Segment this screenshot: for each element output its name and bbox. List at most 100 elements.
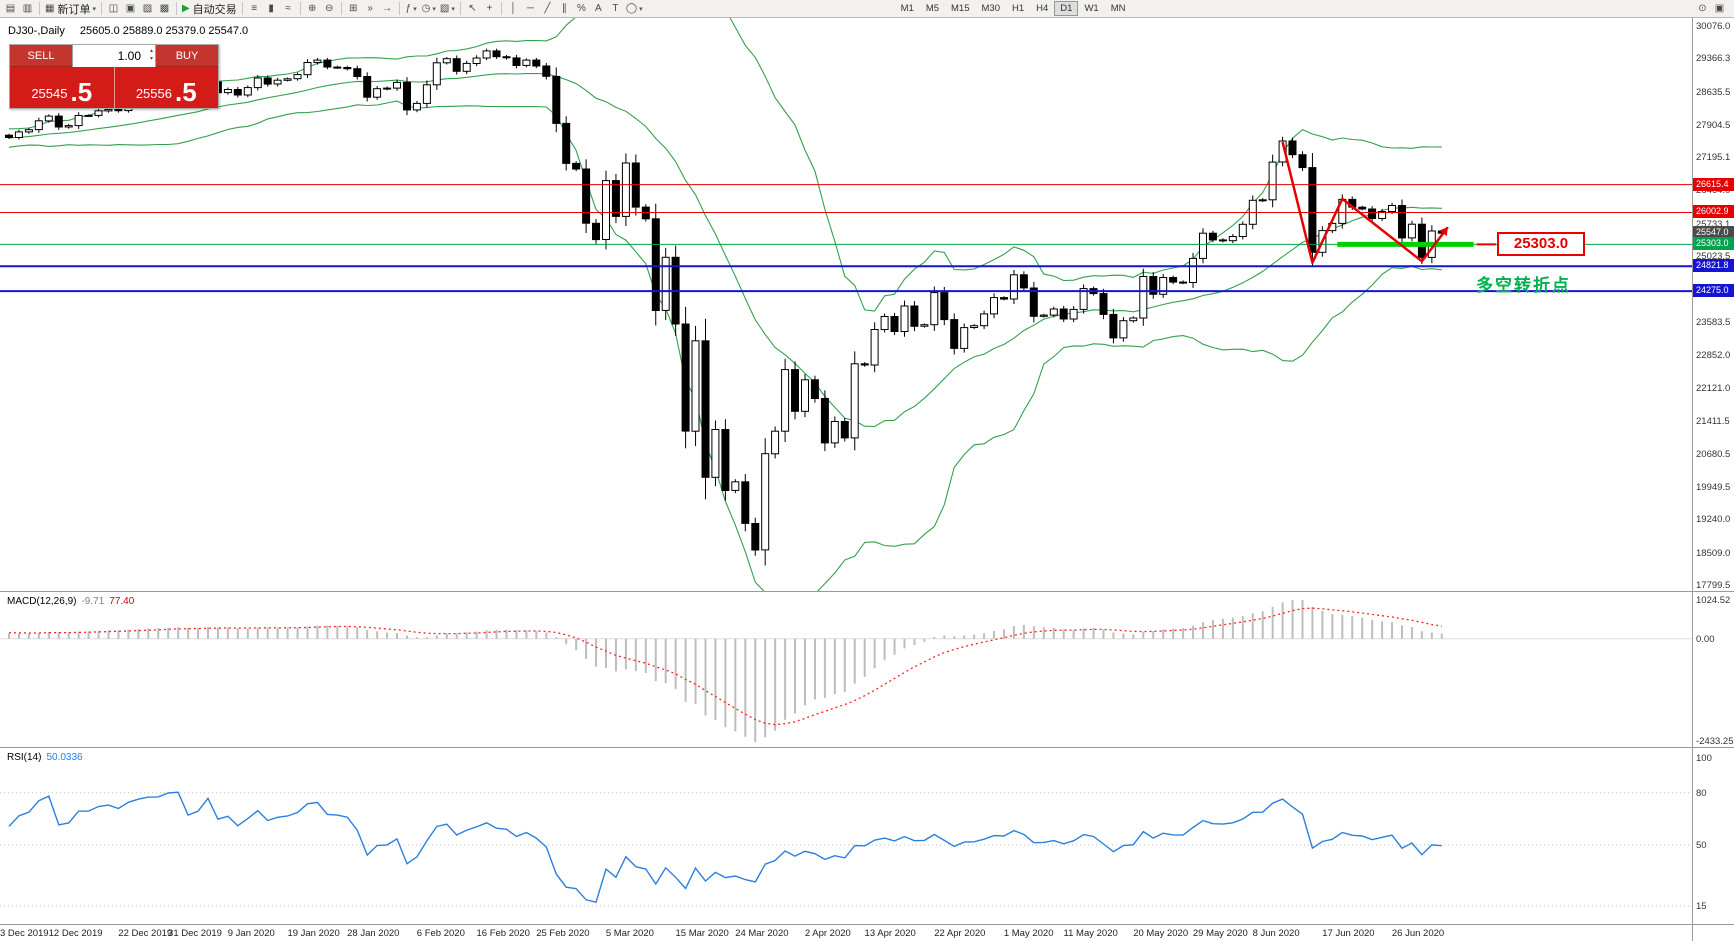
- turning-point-label: 多空转折点: [1476, 276, 1571, 295]
- buy-price-frac: .5: [174, 77, 197, 107]
- rsi-name: RSI(14): [7, 752, 42, 763]
- macd-axis-label: -2433.25: [1696, 736, 1734, 747]
- search-button[interactable]: ⊙: [1694, 1, 1711, 17]
- sell-button[interactable]: SELL: [10, 45, 72, 67]
- buy-button[interactable]: BUY: [156, 45, 218, 67]
- shapes-button[interactable]: ◯ ▾: [624, 1, 645, 17]
- caret-down-icon: ▾: [413, 5, 417, 13]
- date-axis[interactable]: 3 Dec 2019 12 Dec 2019 22 Dec 2019 31 Dec 2…: [0, 925, 1692, 941]
- window-list-button[interactable]: ▣: [1711, 1, 1728, 17]
- bar-chart-button[interactable]: ≡: [246, 1, 263, 17]
- caret-down-icon: ▾: [92, 5, 96, 13]
- volume-spinner[interactable]: ▴ ▾: [150, 47, 153, 63]
- price-axis-label: 25023.5: [1696, 251, 1731, 263]
- autotrading-button[interactable]: ▶ 自动交易: [180, 1, 239, 17]
- new-chart-button[interactable]: ▤: [2, 1, 19, 17]
- price-axis[interactable]: 30076.0 29366.3 28635.5 27904.5 27195.1 26464…: [1693, 0, 1734, 941]
- bar-chart-icon: ≡: [251, 2, 258, 14]
- price-axis-label: 26464.0: [1696, 185, 1731, 197]
- channel-button[interactable]: ∥: [556, 1, 573, 17]
- templates-button[interactable]: ▧ ▾: [438, 1, 457, 17]
- timeframe-h1[interactable]: H1: [1006, 1, 1030, 16]
- rsi-axis-label: 15: [1696, 900, 1707, 912]
- navigator-button[interactable]: ▨: [139, 1, 156, 17]
- toolbar-separator: [100, 2, 102, 15]
- indicators-button[interactable]: ƒ ▾: [403, 1, 420, 17]
- macd-label: MACD(12,26,9) -9.71 77.40: [7, 596, 134, 607]
- data-window-button[interactable]: ▣: [122, 1, 139, 17]
- toolbar-left-group: ▤ ▥ ▦ 新订单 ▾ ◫ ▣ ▨ ▩ ▶ 自动交易 ≡ ▮ ≈ ⊕ ⊖ ⊞» → ƒ ▾ ◷ ▾ ▧ ▾ ↖ + │ ─ ╱ ∥% A T ◯…: [2, 1, 645, 17]
- auto-scroll-icon: »: [367, 2, 373, 14]
- vertical-line-button[interactable]: │: [505, 1, 522, 17]
- tile-windows-icon: ⊞: [348, 2, 358, 14]
- timeframe-m1[interactable]: M1: [895, 1, 920, 16]
- zoom-in-button[interactable]: ⊕: [304, 1, 321, 17]
- cursor-button[interactable]: ↖: [464, 1, 481, 17]
- date-axis-label: 13 Apr 2020: [864, 928, 916, 939]
- sell-price-main: 25545: [31, 86, 68, 101]
- line-chart-icon: ≈: [285, 2, 291, 14]
- price-tag: 26615.4: [1693, 177, 1734, 191]
- date-axis-label: 8 Jun 2020: [1252, 928, 1300, 939]
- timeframe-d1[interactable]: D1: [1054, 1, 1079, 16]
- candlestick-chart-button[interactable]: ▮: [263, 1, 280, 17]
- crosshair-button[interactable]: +: [481, 1, 498, 17]
- date-axis-label: 25 Feb 2020: [536, 928, 590, 939]
- autotrading-label: 自动交易: [192, 3, 237, 16]
- price-axis-label: 17799.5: [1696, 580, 1731, 591]
- trendline-button[interactable]: ╱: [539, 1, 556, 17]
- chart-ohlc-header: DJ30-,Daily 25605.0 25889.0 25379.0 2554…: [8, 25, 248, 37]
- date-axis-label: 5 Mar 2020: [605, 928, 654, 939]
- timeframe-m5[interactable]: M5: [920, 1, 945, 16]
- indicators-icon: ƒ: [405, 2, 412, 14]
- auto-scroll-button[interactable]: »: [362, 1, 379, 17]
- volume-value: 1.00: [117, 49, 141, 63]
- macd-axis-label: 1024.52: [1696, 595, 1731, 606]
- chart-shift-button[interactable]: →: [379, 1, 396, 17]
- caret-down-icon: ▾: [451, 5, 455, 13]
- price-axis-label: 25733.1: [1696, 218, 1731, 230]
- timeframe-h4[interactable]: H4: [1030, 1, 1054, 16]
- main-price-chart[interactable]: [0, 18, 1692, 592]
- timeframe-m30[interactable]: M30: [976, 1, 1006, 16]
- rsi-indicator-panel[interactable]: [0, 748, 1692, 925]
- horizontal-line-button[interactable]: ─: [522, 1, 539, 17]
- tile-windows-button[interactable]: ⊞: [345, 1, 362, 17]
- volume-input[interactable]: 1.00 ▴ ▾: [72, 45, 156, 67]
- sell-price-panel[interactable]: 25545 .5: [10, 67, 115, 108]
- terminal-button[interactable]: ▩: [156, 1, 173, 17]
- text-icon: A: [595, 2, 602, 14]
- timeframe-mn[interactable]: MN: [1105, 1, 1132, 16]
- period-selector-button[interactable]: ◷ ▾: [420, 1, 438, 17]
- rsi-axis-label: 50: [1696, 840, 1707, 851]
- macd-indicator-panel[interactable]: [0, 592, 1692, 748]
- price-axis-label: 23583.5: [1696, 316, 1731, 328]
- price-tag: 25547.0: [1693, 226, 1734, 240]
- date-axis-label: 24 Mar 2020: [735, 928, 789, 939]
- buy-price-panel[interactable]: 25556 .5: [114, 67, 218, 108]
- date-axis-label: 11 May 2020: [1063, 928, 1118, 939]
- caret-down-icon: ▾: [639, 5, 643, 13]
- date-axis-label: 2 Apr 2020: [804, 928, 851, 939]
- spinner-down-icon[interactable]: ▾: [149, 56, 153, 62]
- zoom-out-button[interactable]: ⊖: [321, 1, 338, 17]
- macd-main-value: -9.71: [81, 596, 105, 607]
- panel-separator[interactable]: [0, 747, 1734, 748]
- timeframe-m15[interactable]: M15: [945, 1, 975, 16]
- text-button[interactable]: A: [590, 1, 607, 17]
- price-axis-label: 27904.5: [1696, 119, 1731, 131]
- date-axis-label: 15 Mar 2020: [675, 928, 729, 939]
- label-button[interactable]: T: [607, 1, 624, 17]
- date-axis-label: 20 May 2020: [1133, 928, 1189, 939]
- profiles-button[interactable]: ▥: [19, 1, 36, 17]
- price-callout[interactable]: 25303.0: [1497, 232, 1585, 257]
- spinner-up-icon[interactable]: ▴: [149, 48, 153, 54]
- panel-separator: [0, 924, 1734, 925]
- fibonacci-button[interactable]: %: [573, 1, 590, 17]
- line-chart-button[interactable]: ≈: [280, 1, 297, 17]
- new-order-button[interactable]: ▦ 新订单 ▾: [43, 1, 98, 17]
- market-watch-button[interactable]: ◫: [105, 1, 122, 17]
- timeframe-w1[interactable]: W1: [1078, 1, 1104, 16]
- panel-separator[interactable]: [0, 591, 1734, 592]
